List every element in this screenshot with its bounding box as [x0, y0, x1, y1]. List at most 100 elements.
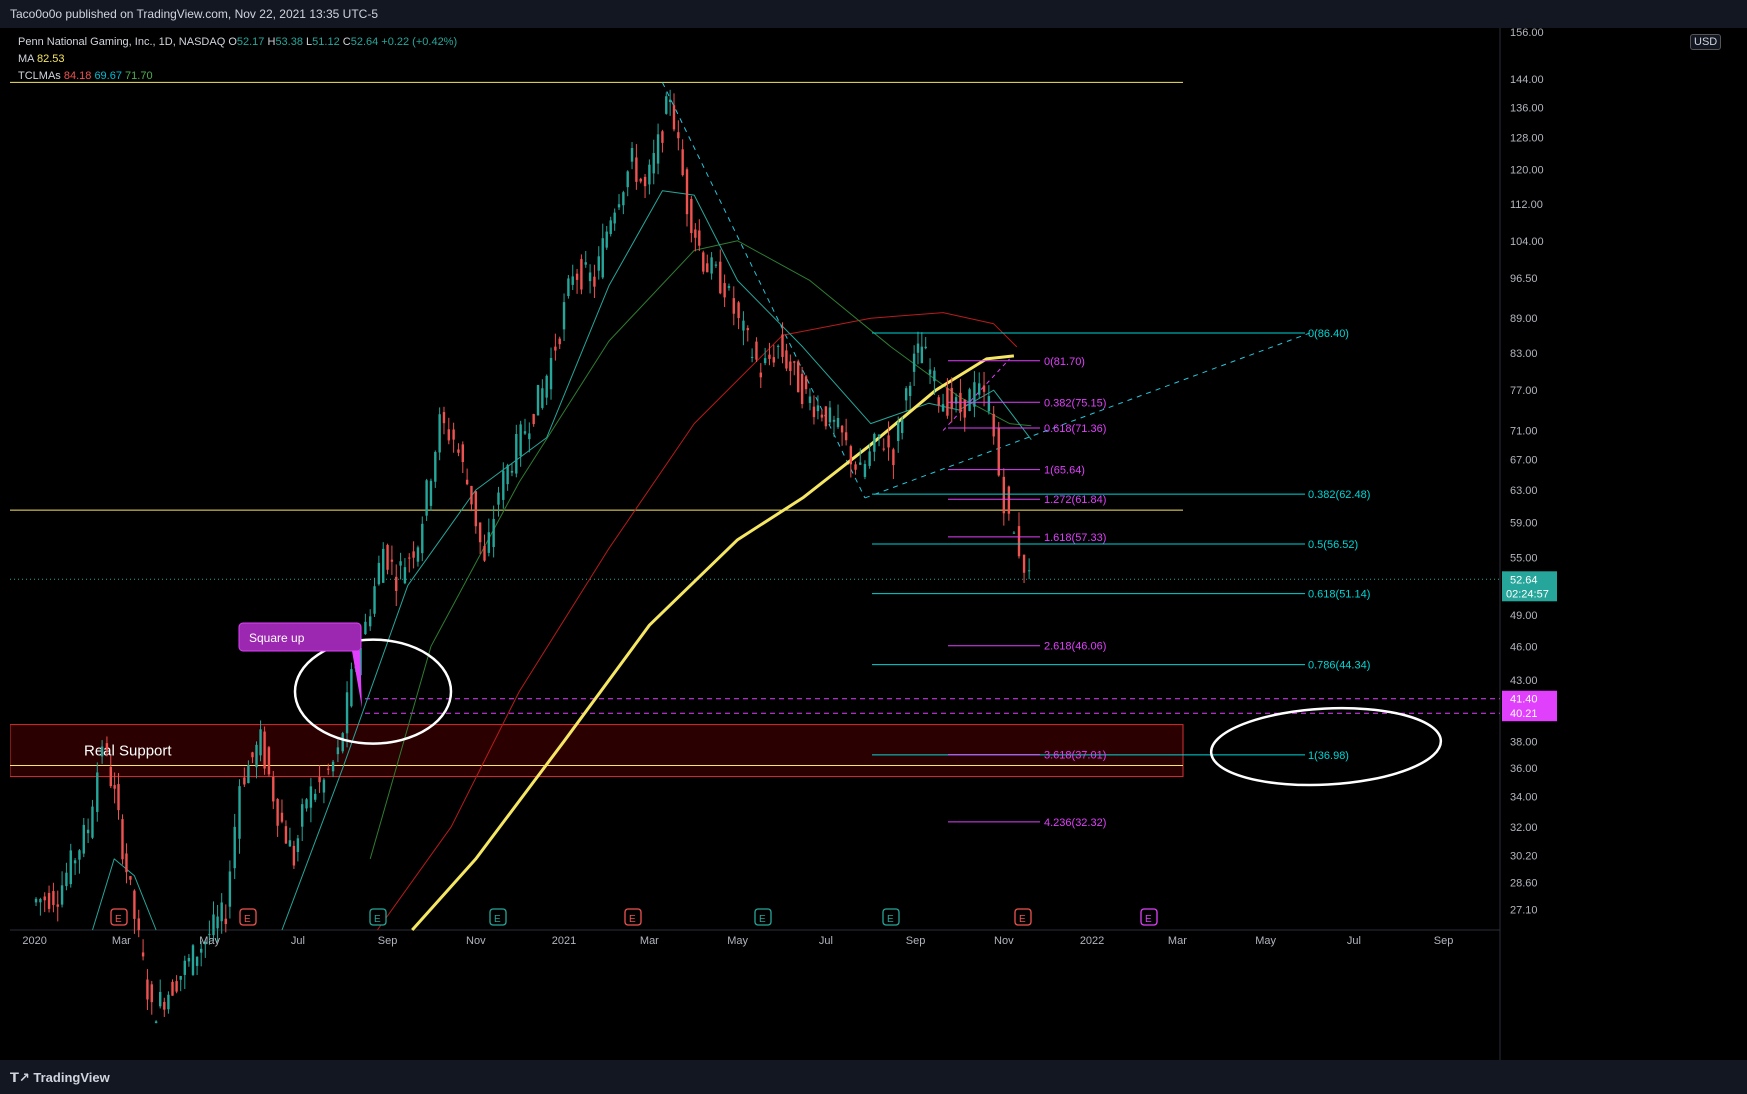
candle-body — [648, 164, 651, 185]
fib-magenta-label: 0.618(71.36) — [1044, 423, 1106, 435]
candle-body — [327, 768, 330, 770]
candle-body — [159, 991, 162, 1007]
candle-body — [69, 850, 72, 885]
candle-body — [425, 480, 428, 516]
candle-body — [635, 157, 638, 182]
candle-body — [39, 898, 42, 903]
fib-magenta-label: 0(81.70) — [1044, 356, 1085, 368]
candle-body — [665, 96, 668, 114]
candle-body — [690, 198, 693, 234]
chart-area[interactable]: Real Support 0(86.40) 0.382(62.48) 0.5(56.5… — [9, 27, 1670, 1060]
candle-body — [1022, 554, 1026, 573]
candle-body — [714, 264, 718, 266]
candle-body — [191, 945, 195, 975]
x-axis-tick-label: Mar — [112, 935, 131, 947]
candle-body — [224, 918, 227, 925]
candle-body — [812, 406, 816, 418]
candle-body — [305, 799, 308, 809]
candle-body — [129, 876, 132, 880]
candle-body — [105, 743, 109, 750]
candle-body — [588, 272, 592, 282]
fib-cyan-label: 1(36.98) — [1308, 750, 1349, 762]
candle-body — [882, 448, 885, 450]
y-axis-tick-label: 59.00 — [1510, 518, 1538, 530]
candle-body — [832, 419, 836, 422]
candle-body — [204, 941, 207, 945]
candle-body — [141, 952, 145, 957]
magenta-channel-line — [942, 358, 1010, 431]
callout-box — [238, 622, 362, 652]
candle-body — [452, 429, 455, 440]
fib-magenta-label: 2.618(46.06) — [1044, 641, 1106, 653]
candle-body — [844, 432, 848, 441]
x-axis-tick-label: Sep — [378, 935, 398, 947]
countdown-timer: 02:24:57 — [1506, 588, 1549, 600]
legend-change: +0.22 (+0.42%) — [381, 36, 458, 48]
candle-body — [781, 334, 784, 357]
candle-body — [457, 449, 460, 453]
ma-yellow-line — [411, 354, 1015, 932]
candle-body — [267, 747, 271, 775]
candle-body — [554, 346, 557, 351]
legend-tcl-row[interactable]: TCLMAs 84.18 69.67 71.70 — [18, 68, 457, 85]
candle-body — [86, 829, 90, 834]
y-axis-tick-label: 89.00 — [1510, 313, 1538, 325]
candle-body — [854, 464, 857, 470]
downtrend-line — [661, 82, 866, 499]
candle-body — [575, 273, 579, 280]
y-axis-tick-label: 46.00 — [1510, 641, 1538, 653]
axis-price-tag — [1502, 690, 1557, 707]
candle-body — [937, 397, 940, 406]
candle-body — [946, 387, 949, 416]
earnings-marker-label: E — [759, 914, 766, 925]
x-axis-tick-label: 2021 — [552, 935, 576, 947]
currency-badge[interactable]: USD — [1690, 34, 1722, 50]
legend-h-label: H — [267, 36, 276, 48]
fib-cyan-label: 0(86.40) — [1308, 328, 1349, 340]
candle-body — [698, 230, 701, 246]
candle-body — [800, 373, 804, 404]
candle-body — [900, 419, 904, 434]
candle-body — [56, 904, 59, 907]
x-axis-tick-label: Sep — [1434, 935, 1454, 947]
candle-body — [916, 343, 920, 353]
candle-body — [706, 263, 709, 273]
candle-body — [597, 256, 600, 271]
y-axis-tick-label: 83.00 — [1510, 348, 1538, 360]
candle-body — [978, 383, 981, 395]
candle-body — [933, 370, 936, 382]
candle-body — [702, 252, 705, 272]
candle-body — [137, 918, 140, 931]
legend-ma-row[interactable]: MA 82.53 — [18, 51, 457, 68]
earnings-marker — [882, 908, 900, 926]
candle-body — [416, 547, 420, 562]
earnings-marker-label: E — [244, 914, 251, 925]
earnings-marker — [489, 908, 507, 926]
candle-body — [828, 407, 832, 423]
y-axis-tick-label: 96.50 — [1510, 273, 1538, 285]
candle-body — [515, 434, 518, 474]
candle-body — [390, 559, 394, 562]
handdrawn-circle — [293, 638, 453, 745]
candle-body — [447, 429, 451, 441]
candle-body — [1027, 570, 1031, 572]
candle-body — [309, 786, 313, 808]
legend-close: 52.64 — [350, 36, 379, 48]
x-axis-tick-label: Jul — [1347, 935, 1361, 947]
candle-body — [382, 548, 385, 583]
candle-body — [167, 994, 170, 1010]
candle-body — [318, 777, 321, 783]
candle-body — [497, 492, 500, 505]
price-chart[interactable]: Real Support 0(86.40) 0.382(62.48) 0.5(56.5… — [9, 27, 1670, 1060]
candle-body — [768, 354, 771, 359]
candle-body — [109, 766, 112, 787]
last-price-tag — [1502, 571, 1557, 602]
fib-magenta-label: 1(65.64) — [1044, 465, 1085, 477]
candle-body — [288, 840, 292, 847]
candle-body — [100, 746, 104, 757]
candle-body — [171, 981, 174, 996]
candle-body — [928, 369, 932, 375]
candle-body — [408, 557, 411, 559]
tradingview-logo[interactable]: 𝗧↗ TradingView — [10, 1070, 110, 1086]
candle-body — [154, 1021, 158, 1024]
